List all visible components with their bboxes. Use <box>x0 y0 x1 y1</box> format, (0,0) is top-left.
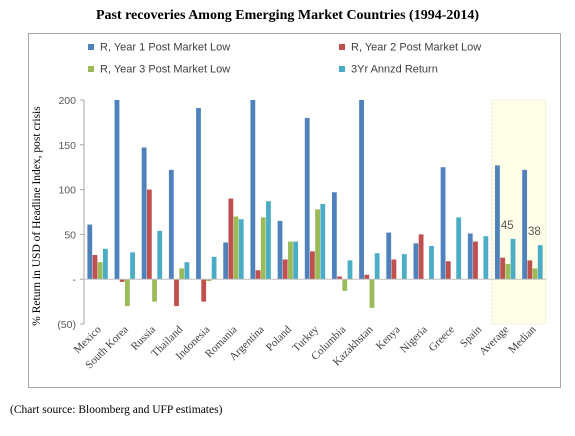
bar <box>184 262 190 280</box>
bar <box>537 245 543 280</box>
chart-frame <box>28 33 561 388</box>
bar <box>130 252 135 280</box>
bar <box>505 263 511 280</box>
bar <box>418 234 424 280</box>
bar <box>87 224 93 280</box>
bar <box>201 279 207 302</box>
legend-swatch <box>339 44 345 50</box>
bar <box>206 279 212 281</box>
bar <box>124 279 130 307</box>
y-axis-label: % Return in USD of Headline Index, post … <box>31 106 43 326</box>
bar <box>102 248 108 280</box>
bar <box>146 189 152 280</box>
bar <box>119 279 125 282</box>
y-tick-label: 50 <box>64 229 76 241</box>
bar <box>277 220 283 280</box>
bar <box>369 279 375 308</box>
bar <box>532 268 538 280</box>
data-label: 38 <box>528 226 541 238</box>
y-tick-label: 100 <box>58 185 76 197</box>
bar <box>527 260 533 280</box>
y-tick-label: (50) <box>57 319 76 331</box>
bar <box>331 192 337 280</box>
bar <box>364 274 370 280</box>
bar <box>157 230 163 280</box>
y-tick-label: 150 <box>58 140 76 152</box>
bar <box>282 259 288 280</box>
chart-title: Past recoveries Among Emerging Market Co… <box>95 8 480 23</box>
bar <box>391 259 397 280</box>
legend-label: R, Year 2 Post Market Low <box>351 42 481 54</box>
bar <box>174 279 179 307</box>
bar <box>114 100 120 280</box>
bar <box>445 261 451 280</box>
x-tick-label: Poland <box>264 323 294 353</box>
x-tick-label: Average <box>477 324 511 358</box>
bar <box>347 260 353 280</box>
y-tick-label: 200 <box>58 95 76 107</box>
bar <box>315 209 320 280</box>
bar <box>310 251 315 280</box>
bar <box>223 242 229 280</box>
bar <box>500 257 506 280</box>
bar <box>522 169 528 280</box>
x-tick-label: Nigeria <box>398 324 430 356</box>
y-tick-label: - <box>73 274 77 286</box>
bar <box>250 100 256 280</box>
bar <box>141 147 147 280</box>
bar <box>196 108 201 280</box>
x-tick-label: Greece <box>426 324 457 355</box>
bar <box>92 255 98 280</box>
bar <box>152 279 157 302</box>
bar <box>440 167 446 280</box>
bar <box>337 276 342 280</box>
bar <box>211 256 217 280</box>
bar <box>359 100 364 280</box>
bar <box>179 268 185 280</box>
legend-label: R, Year 3 Post Market Low <box>100 64 230 76</box>
bar <box>510 238 516 280</box>
bar <box>483 236 489 280</box>
x-tick-label: Median <box>506 323 539 356</box>
legend-label: R, Year 1 Post Market Low <box>100 42 230 54</box>
bar <box>342 279 348 291</box>
legend-label: 3Yr Annzd Return <box>351 64 438 76</box>
bar <box>228 198 234 280</box>
bar <box>401 254 407 280</box>
bar <box>413 243 419 280</box>
bar <box>288 241 293 280</box>
legend-swatch <box>88 44 94 50</box>
bar <box>320 203 326 280</box>
bar <box>233 216 239 280</box>
bar <box>293 241 299 280</box>
data-label: 45 <box>501 220 514 232</box>
bar <box>495 165 500 280</box>
bar <box>260 217 266 280</box>
bar <box>386 232 392 280</box>
legend-swatch <box>339 66 345 72</box>
bar <box>473 241 478 280</box>
bar <box>456 217 462 280</box>
bar <box>238 219 244 280</box>
bar <box>168 169 174 280</box>
bar <box>266 201 271 280</box>
highlight-region <box>491 99 547 325</box>
bar <box>97 262 103 280</box>
bar <box>374 253 380 280</box>
bar <box>467 233 473 280</box>
bar <box>255 270 261 280</box>
bar <box>304 117 310 280</box>
bar <box>429 246 434 280</box>
legend-swatch <box>88 66 94 72</box>
source-note: (Chart source: Bloomberg and UFP estimat… <box>10 404 223 416</box>
